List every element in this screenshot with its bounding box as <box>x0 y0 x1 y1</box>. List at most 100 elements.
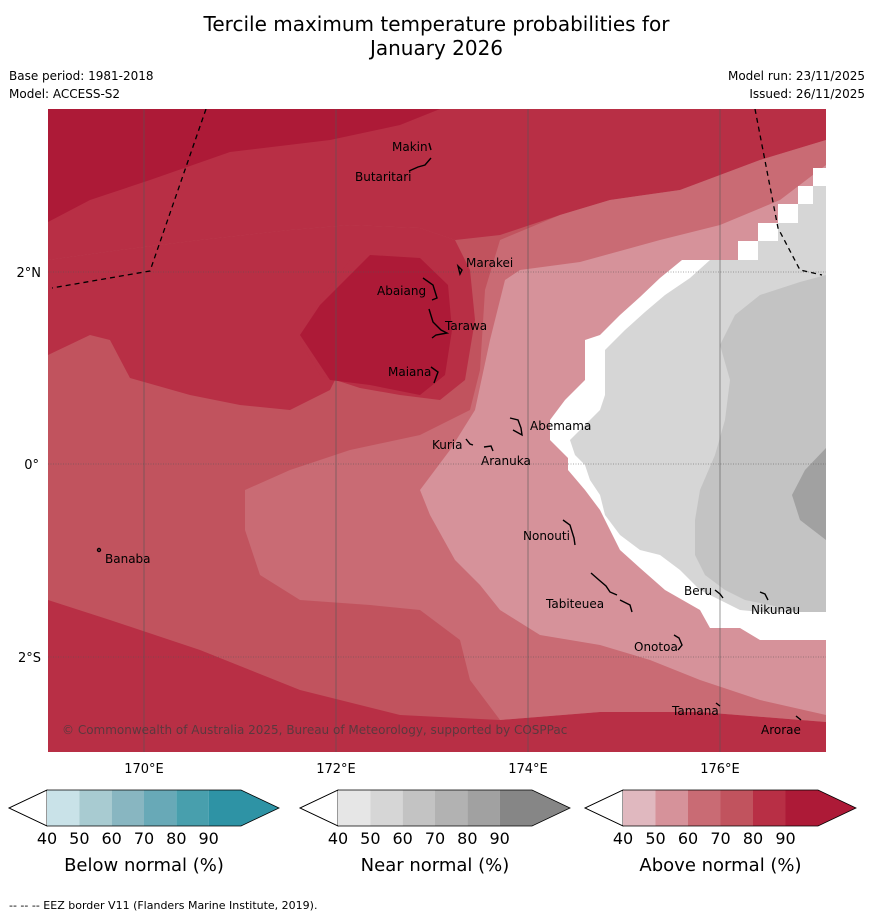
colorbar-near-swatch <box>402 790 435 826</box>
zone-near-70 <box>792 448 826 540</box>
colorbar-above-swatch <box>655 790 688 826</box>
colorbar-below-title: Below normal (%) <box>64 855 224 876</box>
label-tamana: Tamana <box>671 704 719 718</box>
place-labels: Makin Butaritari Marakei Abaiang Tarawa … <box>105 140 801 737</box>
label-kuria: Kuria <box>432 438 463 452</box>
island-marakei <box>456 263 463 277</box>
label-beru: Beru <box>684 584 712 598</box>
colorbar-above-low-extend <box>584 789 624 827</box>
colorbar-above-swatch <box>785 790 856 826</box>
colorbar-near-swatch <box>370 790 403 826</box>
island-butaritari <box>408 157 432 172</box>
colorbar-above: 40 50 60 70 80 90 Above normal (%) <box>584 789 857 876</box>
colorbar-below-swatch <box>176 790 209 826</box>
lon-label-176: 176°E <box>700 762 740 777</box>
label-abemama: Abemama <box>530 419 591 433</box>
island-nikunau <box>759 591 769 601</box>
island-tarawa <box>428 308 450 339</box>
colorbar-near-swatch <box>467 790 500 826</box>
island-arorae <box>795 715 802 721</box>
colorbar-below-tick-label: 60 <box>101 829 121 848</box>
island-beru <box>714 589 724 599</box>
label-marakei: Marakei <box>466 256 513 270</box>
title-line-1: Tercile maximum temperature probabilitie… <box>203 12 670 36</box>
island-makin <box>428 142 432 151</box>
colorbar-near-swatch <box>338 790 371 826</box>
label-butaritari: Butaritari <box>355 170 412 184</box>
colorbar-below-swatch <box>144 790 177 826</box>
meta-right: Model run: 23/11/2025 Issued: 26/11/2025 <box>728 67 865 103</box>
colorbar-below-swatch <box>79 790 112 826</box>
model-name: Model: ACCESS-S2 <box>9 87 121 101</box>
colorbar-near-title: Near normal (%) <box>361 855 510 876</box>
issued-date: Issued: 26/11/2025 <box>749 87 865 101</box>
colorbar-above-swatch <box>688 790 721 826</box>
island-banaba <box>96 547 102 553</box>
lat-label-0: 0° <box>24 458 39 473</box>
island-onotoa <box>673 634 683 651</box>
lat-label-2s: 2°S <box>18 651 41 666</box>
colorbar-below-swatch <box>47 790 80 826</box>
colorbar-below-tick-label: 90 <box>198 829 218 848</box>
colorbar-above-tick-label: 70 <box>710 829 730 848</box>
label-makin: Makin <box>392 140 428 154</box>
label-tarawa: Tarawa <box>444 319 487 333</box>
colorbar-above-tick-label: 80 <box>743 829 763 848</box>
zone-above-90-central <box>300 255 452 395</box>
colorbar-above-tick-label: 60 <box>678 829 698 848</box>
colorbar-above-tick-label: 90 <box>775 829 795 848</box>
colorbar-below-tick-label: 80 <box>166 829 186 848</box>
zone-above-90-north <box>48 109 440 222</box>
colorbar-below-outline <box>8 789 280 827</box>
colorbar-below-low-extend <box>8 789 48 827</box>
footer-note: -- -- -- EEZ border V11 (Flanders Marine… <box>9 899 318 912</box>
colorbar-below-tick-label: 70 <box>134 829 154 848</box>
colorbar-below-swatch <box>208 790 279 826</box>
label-abaiang: Abaiang <box>377 284 426 298</box>
colorbar-near-low-extend <box>299 789 339 827</box>
colorbar-near-tick-label: 70 <box>425 829 445 848</box>
label-nikunau: Nikunau <box>751 603 800 617</box>
colorbars: 40 50 60 70 80 90 Below normal (%) 40 50 60 70 80 90… <box>8 789 857 876</box>
label-nonouti: Nonouti <box>523 529 570 543</box>
colorbar-above-swatch <box>753 790 786 826</box>
title-line-2: January 2026 <box>369 36 504 60</box>
colorbar-near-tick-label: 60 <box>392 829 412 848</box>
colorbar-above-tick-label: 40 <box>613 829 633 848</box>
label-aranuka: Aranuka <box>481 454 531 468</box>
graticule <box>48 109 826 752</box>
colorbar-near-tick-label: 90 <box>489 829 509 848</box>
lat-label-2n: 2°N <box>17 266 42 281</box>
colorbar-above-tick-label: 50 <box>645 829 665 848</box>
island-kuria <box>465 438 474 446</box>
lon-label-172: 172°E <box>316 762 356 777</box>
label-arorae: Arorae <box>761 723 801 737</box>
colorbar-above-outline <box>584 789 857 827</box>
colorbar-below-swatch <box>111 790 144 826</box>
colorbar-near-tick-label: 80 <box>457 829 477 848</box>
meta-left: Base period: 1981-2018 Model: ACCESS-S2 <box>9 67 154 103</box>
base-period: Base period: 1981-2018 <box>9 69 154 83</box>
label-tabiteuea: Tabiteuea <box>545 597 604 611</box>
colorbar-above-title: Above normal (%) <box>639 855 801 876</box>
island-aranuka <box>483 445 494 452</box>
label-onotoa: Onotoa <box>634 640 678 654</box>
eez-border <box>51 109 823 289</box>
island-nonouti <box>562 519 576 546</box>
model-run: Model run: 23/11/2025 <box>727 69 865 83</box>
colorbar-near-swatch <box>435 790 468 826</box>
colorbar-above-swatch <box>623 790 656 826</box>
island-maiana <box>430 366 439 384</box>
colorbar-near-tick-label: 40 <box>328 829 348 848</box>
copyright-notice: © Commonwealth of Australia 2025, Bureau… <box>62 723 568 737</box>
islands <box>96 142 802 721</box>
colorbar-near: 40 50 60 70 80 90 Near normal (%) <box>299 789 571 876</box>
lon-label-174: 174°E <box>508 762 548 777</box>
zone-above-80-south <box>48 600 826 752</box>
island-abemama <box>509 417 523 437</box>
island-tamana <box>715 702 721 707</box>
colorbar-near-tick-label: 50 <box>360 829 380 848</box>
colorbar-below: 40 50 60 70 80 90 Below normal (%) <box>8 789 280 876</box>
island-abaiang <box>422 277 438 301</box>
